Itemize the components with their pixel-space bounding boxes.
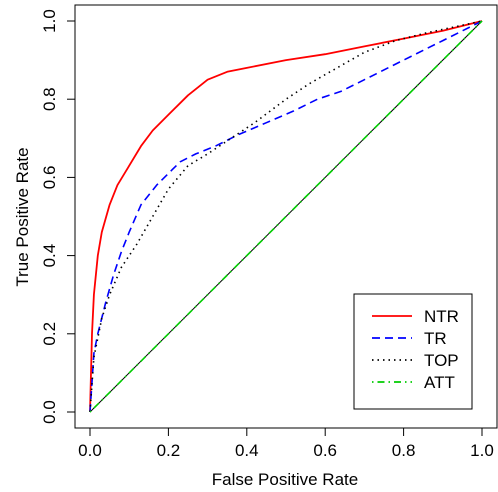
series-line-ntr bbox=[89, 20, 483, 413]
legend-label-att: ATT bbox=[424, 373, 455, 392]
x-tick-label: 0.2 bbox=[157, 441, 181, 460]
y-tick-label: 0.4 bbox=[40, 244, 59, 268]
x-axis-title: False Positive Rate bbox=[212, 470, 358, 489]
x-tick-label: 0.0 bbox=[78, 441, 102, 460]
legend-label-ntr: NTR bbox=[424, 307, 459, 326]
series-line-att bbox=[89, 20, 483, 413]
legend-label-top: TOP bbox=[424, 351, 459, 370]
legend: NTR TR TOP ATT bbox=[353, 293, 473, 410]
y-axis-title: True Positive Rate bbox=[13, 147, 32, 286]
y-tick-label: 0.6 bbox=[40, 166, 59, 190]
legend-label-tr: TR bbox=[424, 329, 447, 348]
curves-group bbox=[89, 20, 483, 413]
axes-group: 0.0 0.2 0.4 0.6 0.8 1.0 0.0 0.2 0.4 0.6 0.8 1.0 bbox=[40, 4, 498, 460]
series-line-tr bbox=[89, 20, 483, 413]
x-tick-label: 0.4 bbox=[235, 441, 259, 460]
y-tick-label: 0.8 bbox=[40, 87, 59, 111]
x-tick-label: 0.6 bbox=[313, 441, 337, 460]
series-line-top bbox=[89, 20, 483, 413]
legend-box bbox=[353, 293, 473, 410]
x-tick-label: 1.0 bbox=[470, 441, 494, 460]
x-tick-label: 0.8 bbox=[392, 441, 416, 460]
y-tick-label: 0.2 bbox=[40, 322, 59, 346]
y-tick-label: 1.0 bbox=[40, 9, 59, 33]
y-tick-label: 0.0 bbox=[40, 400, 59, 424]
